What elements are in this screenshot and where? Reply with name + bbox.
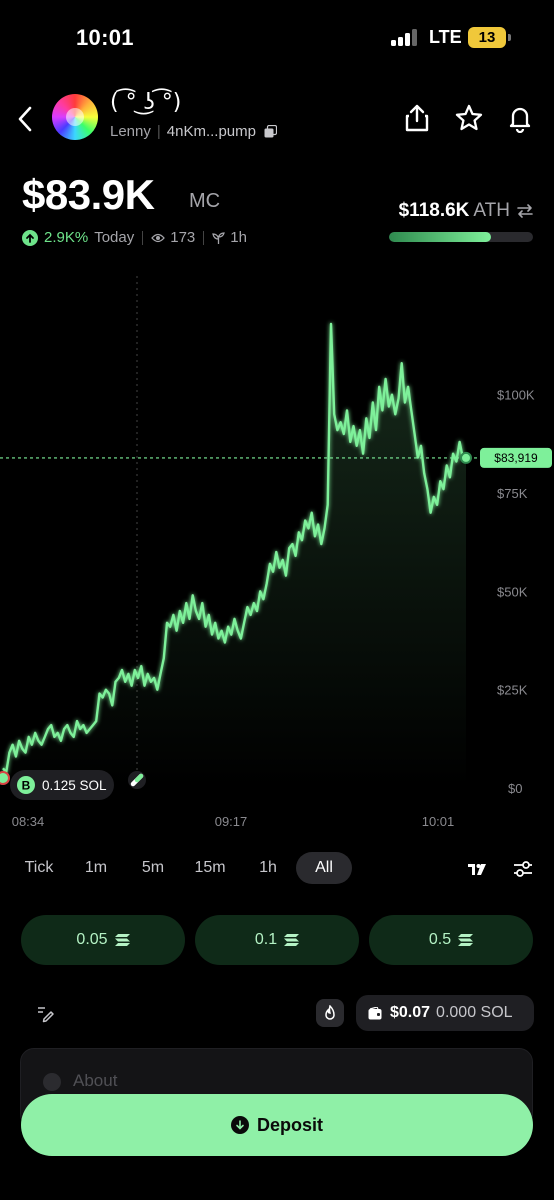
tf-all[interactable]: All: [296, 852, 352, 884]
y-tick-label: $25K: [497, 683, 528, 698]
battery-tip: [508, 34, 511, 41]
quick-buy-0.1[interactable]: 0.1: [195, 915, 359, 965]
y-tick-label: $75K: [497, 486, 528, 501]
info-icon: [43, 1073, 61, 1091]
tradingview-icon[interactable]: [466, 858, 488, 880]
holders-count: 173: [170, 229, 196, 246]
current-price-tag: $83,919: [480, 447, 552, 468]
x-tick-label: 10:01: [422, 814, 455, 829]
network-label: LTE: [429, 27, 462, 47]
change-period: Today: [94, 229, 135, 246]
download-icon: [230, 1116, 249, 1134]
token-meta: Lenny | 4nKm...pump: [110, 123, 278, 140]
deposit-label: Deposit: [256, 1114, 323, 1135]
x-tick-label: 08:34: [12, 814, 45, 829]
tf-tick[interactable]: Tick: [24, 859, 54, 876]
battery-icon: 13: [468, 27, 506, 48]
fire-button[interactable]: [316, 999, 344, 1027]
tf-15m[interactable]: 15m: [194, 859, 226, 876]
status-time: 10:01: [76, 25, 134, 50]
price-area: [3, 323, 466, 788]
token-address[interactable]: 4nKm...pump: [166, 123, 256, 140]
ath-progress-fill: [389, 232, 492, 242]
ath-progress-bar: [389, 232, 533, 242]
ath-display[interactable]: $118.6K ATH: [399, 200, 534, 222]
solana-icon: [458, 934, 474, 946]
swap-icon[interactable]: [516, 203, 534, 219]
stats-row: 2.9K% Today 173 1h: [22, 229, 247, 246]
token-symbol: Lenny: [110, 123, 151, 140]
wallet-usd: $0.07: [390, 1004, 431, 1021]
share-icon[interactable]: [402, 103, 432, 133]
quick-buy-0.05[interactable]: 0.05: [21, 915, 185, 965]
tf-1m[interactable]: 1m: [84, 859, 108, 876]
buy-amount: 0.125 SOL: [42, 778, 107, 793]
y-tick-label: $50K: [497, 584, 528, 599]
ath-value: $118.6K: [398, 200, 470, 221]
arrow-up-icon: [22, 229, 38, 246]
eye-icon: [151, 233, 166, 242]
ath-label: ATH: [473, 200, 510, 221]
status-bar: 10:01 LTE 13: [0, 0, 554, 70]
market-cap-label: MC: [189, 190, 221, 212]
edit-icon[interactable]: [36, 1003, 56, 1023]
pill-icon[interactable]: [128, 771, 146, 789]
wallet-row: $0.07 0.000 SOL: [0, 993, 554, 1033]
change-percent: 2.9K%: [44, 229, 89, 246]
price-line: [2, 322, 467, 774]
start-marker: [0, 771, 10, 785]
fire-icon: [325, 1005, 335, 1020]
current-price-label: $83,919: [494, 451, 538, 465]
buy-badge: B: [22, 779, 31, 793]
token-age: 1h: [230, 229, 247, 246]
token-header: ( ͡° ͜ʖ ͡°) Lenny | 4nKm...pump: [0, 90, 554, 150]
signal-icon: [391, 29, 419, 46]
token-name: ( ͡° ͜ʖ ͡°): [110, 90, 182, 115]
tf-1h[interactable]: 1h: [259, 859, 277, 876]
y-tick-label: $100K: [497, 388, 535, 403]
wallet-icon: [368, 1006, 382, 1019]
star-icon[interactable]: [454, 103, 484, 133]
sprout-icon: [212, 231, 226, 244]
tf-5m[interactable]: 5m: [141, 859, 165, 876]
y-tick-label: $0: [508, 781, 522, 796]
settings-sliders-icon[interactable]: [512, 858, 534, 880]
price-chart[interactable]: $100K $75K $50K $25K $0 08:34 09:17 10:01 $83,…: [0, 260, 554, 840]
current-price-dot: [460, 451, 472, 464]
about-title: About: [73, 1071, 118, 1090]
solana-icon: [284, 934, 300, 946]
copy-icon[interactable]: [264, 125, 278, 138]
deposit-button[interactable]: Deposit: [21, 1094, 533, 1156]
market-cap-value: $83.9K: [22, 171, 155, 218]
solana-icon: [114, 934, 130, 946]
quick-buy-amount: 0.05: [76, 931, 108, 948]
wallet-sol: 0.000 SOL: [436, 1004, 513, 1021]
quick-buy-0.5[interactable]: 0.5: [369, 915, 533, 965]
x-tick-label: 09:17: [215, 814, 248, 829]
bell-icon[interactable]: [505, 103, 535, 133]
timeframe-bar: Tick 1m 5m 15m 1h All: [0, 852, 554, 886]
back-arrow-icon[interactable]: [14, 104, 38, 134]
quick-buy-amount: 0.1: [254, 931, 278, 948]
token-logo: [52, 94, 98, 140]
wallet-balance[interactable]: $0.07 0.000 SOL: [356, 995, 534, 1031]
buy-marker[interactable]: B 0.125 SOL: [10, 770, 114, 800]
quick-buy-amount: 0.5: [428, 931, 452, 948]
